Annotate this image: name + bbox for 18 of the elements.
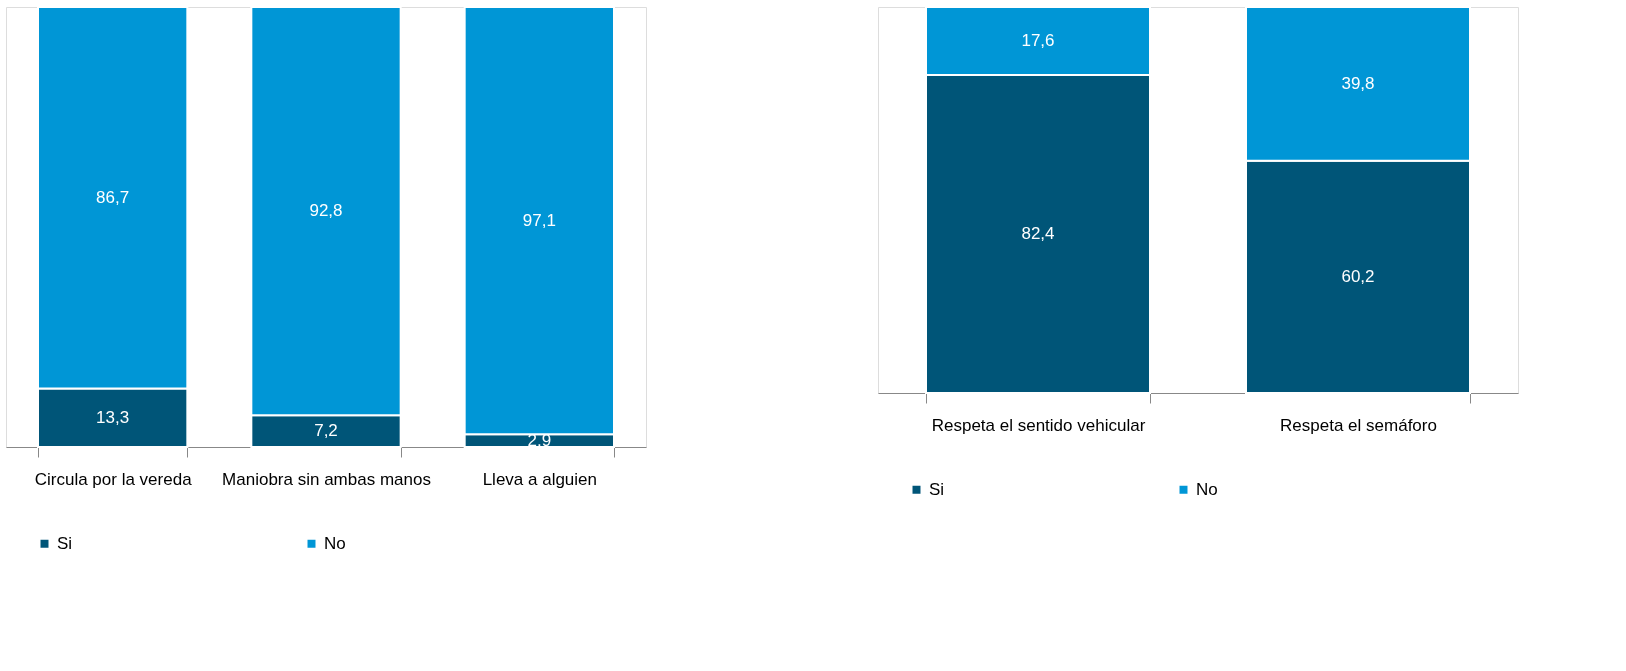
data-label: 97,1	[522, 210, 556, 230]
data-label: 86,7	[96, 187, 130, 207]
data-label: 60,2	[1341, 266, 1375, 286]
x-tick-label: Respeta el sentido vehicular	[931, 415, 1146, 435]
x-tick-label: Respeta el semáforo	[1280, 415, 1437, 435]
legend-label: No	[324, 533, 346, 553]
x-tick-label: Circula por la vereda	[34, 469, 193, 489]
x-tick-label: Maniobra sin ambas manos	[222, 469, 431, 489]
legend-label: No	[1196, 479, 1218, 499]
data-label: 7,2	[314, 421, 338, 441]
data-label: 82,4	[1021, 223, 1055, 243]
data-label: 39,8	[1341, 73, 1375, 93]
legend-label: Si	[57, 533, 73, 553]
data-label: 13,3	[96, 407, 130, 427]
data-label: 17,6	[1021, 30, 1055, 50]
legend-label: Si	[929, 479, 945, 499]
x-tick-label: Lleva a alguien	[482, 469, 598, 489]
data-label: 92,8	[309, 201, 343, 221]
